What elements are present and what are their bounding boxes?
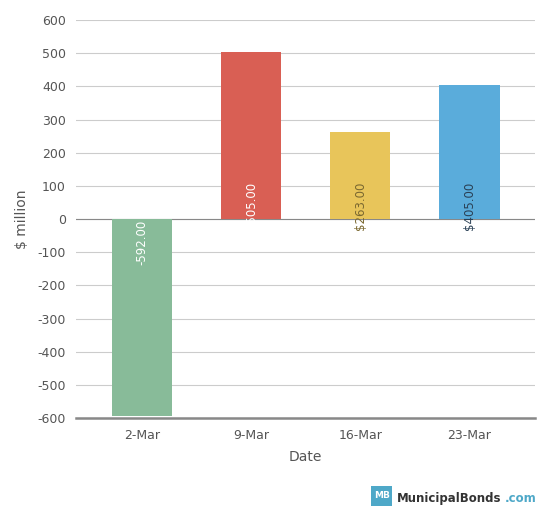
Bar [221,52,281,219]
Text: .com: .com [505,491,537,505]
Text: -592.00: -592.00 [135,220,149,265]
Text: $263.00: $263.00 [354,182,367,230]
X-axis label: Date: Date [289,450,322,464]
Text: MB: MB [374,491,389,501]
Bar [330,132,390,219]
Y-axis label: $ million: $ million [15,190,29,249]
Text: MunicipalBonds: MunicipalBonds [397,491,502,505]
Bar [439,84,499,219]
Text: $505.00: $505.00 [245,182,257,230]
Bar [112,219,172,416]
Text: $405.00: $405.00 [463,182,476,230]
